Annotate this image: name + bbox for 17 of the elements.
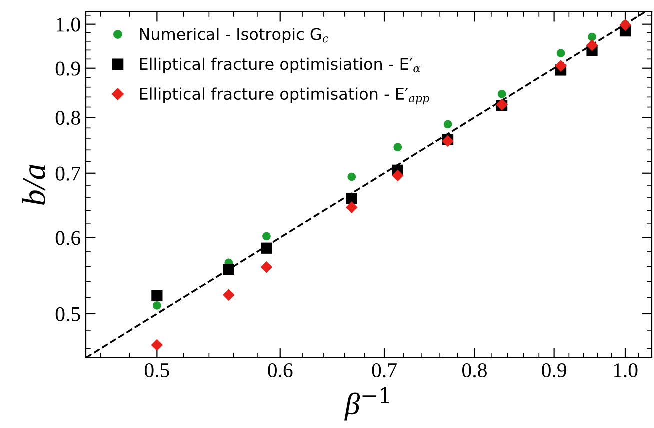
x-tick-label: 1.0 bbox=[614, 363, 638, 378]
x-tick-label: 0.8 bbox=[462, 363, 487, 378]
x-tick-label: 0.7 bbox=[372, 363, 397, 378]
x-axis-title: β$^{−1}$ bbox=[344, 387, 389, 421]
y-tick-label: 0.7 bbox=[56, 166, 81, 181]
x-tick-label: 0.6 bbox=[268, 363, 293, 378]
y-tick-label: 0.9 bbox=[56, 62, 80, 76]
y-tick-label: 0.5 bbox=[56, 307, 80, 322]
y-tick-label: 0.6 bbox=[56, 231, 81, 246]
y-axis-title: b/a bbox=[22, 164, 46, 206]
x-tick-label: 0.9 bbox=[542, 363, 566, 378]
legend-label: Elliptical fracture optimisation - E′$_{app}$ bbox=[140, 88, 430, 105]
y-tick-label: 0.8 bbox=[56, 110, 80, 126]
legend-label: Numerical - Isotropic G$_{c}$ bbox=[140, 28, 329, 44]
legend-label: Elliptical fracture optimisiation - E′$_{α}$ bbox=[140, 58, 421, 74]
x-tick-label: 0.5 bbox=[144, 363, 170, 378]
y-tick-label: 1.0 bbox=[56, 18, 80, 32]
